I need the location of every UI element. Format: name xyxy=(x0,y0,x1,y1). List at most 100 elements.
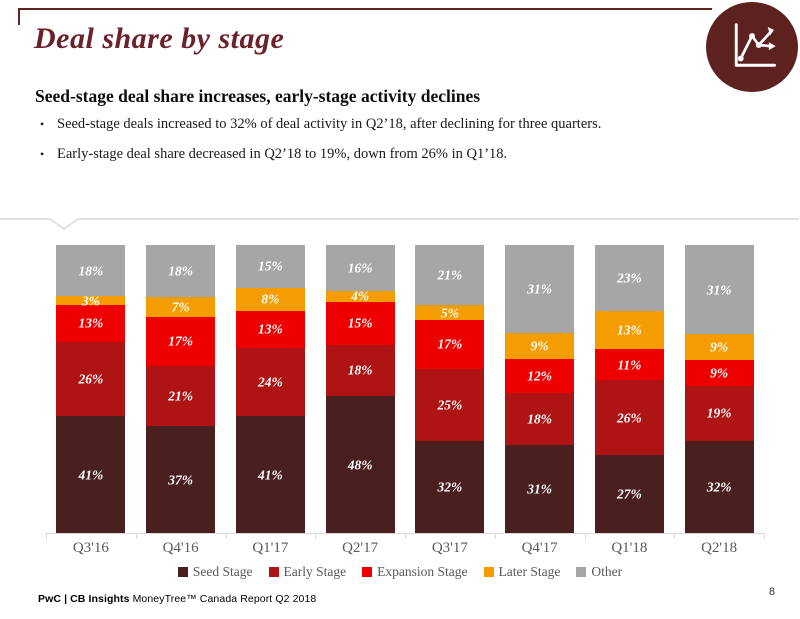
bar-segment-label: 11% xyxy=(617,356,642,372)
axis-tick xyxy=(584,533,586,539)
bullet-list: • Seed-stage deals increased to 32% of de… xyxy=(40,116,601,176)
chart-column: 18% 7% 17% 21% 37% xyxy=(136,245,226,533)
bar-segment: 21% xyxy=(146,365,216,427)
bar-segment: 18% xyxy=(146,245,216,297)
bar-segment-label: 7% xyxy=(171,299,190,315)
header-rule xyxy=(18,8,712,10)
page-number: 8 xyxy=(768,586,775,598)
axis-tick xyxy=(494,533,496,539)
footer-brand-rest: MoneyTree™ Canada Report Q2 2018 xyxy=(129,593,317,605)
axis-tick xyxy=(135,533,137,539)
bar-segment: 9% xyxy=(684,360,754,387)
stacked-bar: 18% 3% 13% 26% 41% xyxy=(56,245,126,533)
bar-segment-label: 17% xyxy=(168,333,193,349)
x-axis-labels: Q3'16 Q4'16 Q1'17 Q2'17 Q3'17 Q4'17 Q1'18 Q2'18 xyxy=(46,540,764,557)
bar-segment-label: 41% xyxy=(78,466,104,482)
bar-segment-label: 13% xyxy=(78,315,104,331)
axis-tick xyxy=(405,533,406,539)
legend-swatch xyxy=(483,567,494,577)
bar-segment-label: 31% xyxy=(706,281,732,297)
footer-brand: PwC | CB Insights MoneyTree™ Canada Repo… xyxy=(38,593,316,605)
legend-swatch xyxy=(268,567,279,577)
bar-segment-label: 13% xyxy=(258,321,283,337)
bar-segment: 31% xyxy=(505,444,575,533)
legend-item: Early Stage xyxy=(268,564,346,580)
bar-segment: 18% xyxy=(56,245,126,297)
bullet-text: Early-stage deal share decreased in Q2’1… xyxy=(57,146,508,162)
bar-segment-label: 32% xyxy=(437,479,463,495)
stacked-bar: 16% 4% 15% 18% 48% xyxy=(325,245,395,533)
x-axis-label: Q1'17 xyxy=(252,540,289,556)
stacked-bar-chart: 18% 3% 13% 26% 41% 18% 7% 17% 21% 37% 15% 8% 13% 24% 4… xyxy=(46,245,764,533)
bar-segment: 3% xyxy=(56,294,126,307)
stacked-bar: 23% 13% 11% 26% 27% xyxy=(594,245,664,533)
bar-segment: 13% xyxy=(594,311,664,349)
bar-segment-label: 21% xyxy=(168,388,193,404)
legend-item: Later Stage xyxy=(483,564,561,580)
x-axis-label: Q4'17 xyxy=(521,540,558,556)
bar-segment-label: 18% xyxy=(347,362,373,378)
bar-segment-label: 5% xyxy=(440,304,459,320)
bar-segment: 27% xyxy=(594,455,664,533)
bar-segment: 9% xyxy=(684,334,754,361)
bar-segment: 12% xyxy=(505,359,575,394)
x-axis-label: Q3'17 xyxy=(431,540,468,556)
axis-tick xyxy=(225,533,227,539)
section-headline: Seed-stage deal share increases, early-s… xyxy=(35,86,481,106)
bar-segment-label: 32% xyxy=(706,479,732,495)
legend-item: Other xyxy=(576,564,622,580)
bar-segment-label: 8% xyxy=(261,291,280,307)
bar-segment: 48% xyxy=(325,396,395,533)
legend-label: Other xyxy=(591,564,623,579)
bar-segment: 19% xyxy=(684,386,754,441)
bar-segment: 15% xyxy=(325,302,395,345)
bar-segment: 31% xyxy=(684,245,754,335)
bar-segment: 17% xyxy=(146,317,216,366)
bar-segment: 5% xyxy=(415,305,485,320)
legend-item: Seed Stage xyxy=(177,564,253,580)
legend-label: Expansion Stage xyxy=(377,564,468,579)
x-axis-label: Q4'16 xyxy=(162,540,199,556)
legend-label: Seed Stage xyxy=(192,564,253,579)
footer-brand-bold: PwC | CB Insights xyxy=(38,593,130,605)
legend-label: Later Stage xyxy=(498,564,561,579)
bar-segment-label: 13% xyxy=(617,322,642,338)
chart-column: 31% 9% 12% 18% 31% xyxy=(495,245,585,533)
bar-segment-label: 17% xyxy=(437,336,463,352)
stacked-bar: 18% 7% 17% 21% 37% xyxy=(146,245,216,533)
legend-item: Expansion Stage xyxy=(362,564,468,580)
bar-segment-label: 27% xyxy=(617,486,642,502)
legend-swatch xyxy=(362,567,373,577)
stacked-bar: 31% 9% 9% 19% 32% xyxy=(684,245,754,533)
bar-segment: 37% xyxy=(146,426,216,533)
chart-legend: Seed Stage Early Stage Expansion Stage Late… xyxy=(0,564,800,580)
bar-segment: 25% xyxy=(415,368,485,441)
header-badge xyxy=(706,2,798,92)
axis-tick xyxy=(315,533,317,539)
bar-segment-label: 18% xyxy=(527,411,552,427)
stacked-bar: 31% 9% 12% 18% 31% xyxy=(505,245,575,533)
bar-segment: 13% xyxy=(56,304,126,342)
chart-column: 16% 4% 15% 18% 48% xyxy=(315,245,405,533)
chart-column: 18% 3% 13% 26% 41% xyxy=(46,245,136,533)
bar-segment-label: 12% xyxy=(527,368,552,384)
bar-segment: 16% xyxy=(325,245,395,291)
bar-segment: 7% xyxy=(146,296,216,317)
bar-segment: 23% xyxy=(594,245,664,312)
bar-segment-label: 26% xyxy=(617,410,642,426)
bullet-text: Seed-stage deals increased to 32% of dea… xyxy=(57,116,602,132)
bar-segment-label: 15% xyxy=(258,258,283,274)
bar-segment: 21% xyxy=(415,245,485,306)
bar-segment-label: 21% xyxy=(437,267,463,283)
chart-column: 15% 8% 13% 24% 41% xyxy=(226,245,316,533)
bar-segment-label: 4% xyxy=(351,288,370,304)
bar-segment: 26% xyxy=(594,380,664,456)
x-axis-label: Q2'17 xyxy=(342,540,379,556)
bar-segment: 9% xyxy=(505,333,575,360)
x-axis-label: Q2'18 xyxy=(701,540,738,556)
bar-segment-label: 31% xyxy=(527,281,552,297)
bar-segment-label: 37% xyxy=(168,471,193,487)
axis-tick xyxy=(764,533,765,539)
x-axis-label: Q1'18 xyxy=(611,540,648,556)
bar-segment-label: 3% xyxy=(81,292,100,308)
